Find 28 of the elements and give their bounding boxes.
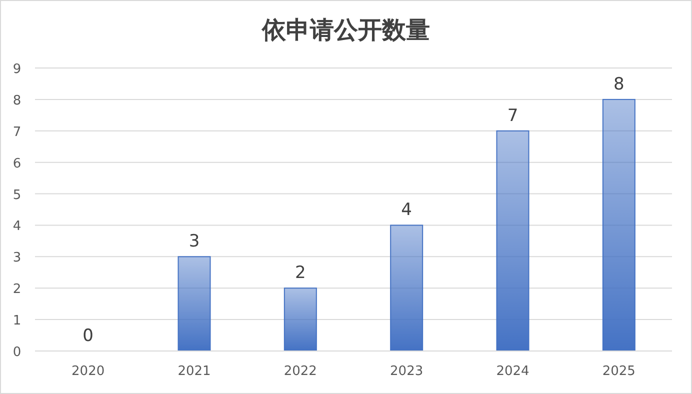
bar (178, 256, 211, 352)
x-tick-label: 2025 (602, 364, 636, 379)
x-tick-label: 2021 (178, 364, 211, 379)
bar (284, 288, 317, 352)
x-tick-label: 2020 (72, 364, 105, 379)
y-tick-label: 6 (12, 156, 22, 172)
data-label: 0 (82, 326, 94, 346)
bar (390, 224, 424, 352)
bar (496, 130, 530, 352)
x-tick-label: 2022 (284, 364, 317, 379)
y-tick-label: 8 (12, 93, 22, 108)
data-label: 7 (507, 106, 518, 126)
y-tick-label: 9 (12, 62, 22, 77)
y-tick-label: 1 (12, 314, 22, 329)
data-label: 2 (295, 263, 306, 284)
y-tick-label: 7 (12, 124, 22, 140)
data-label: 4 (401, 200, 412, 220)
y-tick-label: 3 (12, 250, 22, 266)
x-tick-label: 2024 (496, 364, 530, 379)
data-label: 8 (614, 74, 624, 94)
chart-title: 依申请公开数量 (261, 17, 430, 44)
data-label: 3 (188, 232, 200, 252)
y-tick-label: 0 (12, 345, 22, 360)
x-tick-label: 2023 (390, 364, 424, 379)
y-tick-label: 4 (12, 219, 22, 234)
y-tick-label: 5 (12, 188, 22, 203)
y-tick-label: 2 (12, 282, 22, 298)
bar (602, 98, 636, 352)
